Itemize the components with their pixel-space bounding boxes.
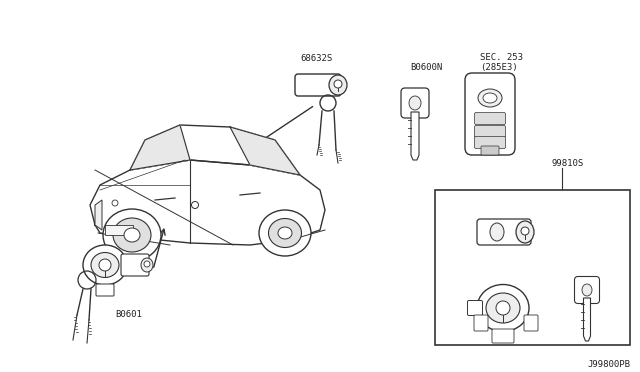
Text: 68632S: 68632S [300,54,332,63]
Text: 99810S: 99810S [552,159,584,168]
Ellipse shape [269,218,301,247]
Ellipse shape [582,284,592,296]
Text: B0600N: B0600N [410,63,442,72]
FancyBboxPatch shape [474,315,488,331]
Circle shape [521,227,529,235]
FancyBboxPatch shape [96,284,114,296]
Ellipse shape [91,253,119,278]
Ellipse shape [259,210,311,256]
Circle shape [334,80,342,88]
Bar [435,190,630,345]
Polygon shape [90,160,325,245]
Ellipse shape [113,218,151,252]
Polygon shape [411,112,419,160]
Text: J99800PB: J99800PB [587,360,630,369]
Circle shape [191,202,198,208]
Ellipse shape [124,228,140,242]
FancyBboxPatch shape [492,329,514,343]
Ellipse shape [103,209,161,261]
Ellipse shape [141,258,153,272]
FancyBboxPatch shape [474,137,506,148]
FancyBboxPatch shape [295,74,341,96]
Text: B0601: B0601 [115,310,142,319]
Ellipse shape [409,96,421,110]
FancyBboxPatch shape [474,112,506,125]
FancyBboxPatch shape [575,276,600,304]
FancyBboxPatch shape [477,219,531,245]
Polygon shape [95,200,102,230]
Polygon shape [584,298,591,341]
Ellipse shape [486,293,520,323]
Text: SEC. 253
(285E3): SEC. 253 (285E3) [480,52,523,72]
Polygon shape [230,127,300,175]
Ellipse shape [329,75,347,95]
Ellipse shape [490,223,504,241]
Circle shape [112,200,118,206]
Circle shape [144,261,150,267]
Ellipse shape [83,245,127,285]
Ellipse shape [483,93,497,103]
Ellipse shape [478,89,502,107]
Ellipse shape [477,285,529,331]
FancyBboxPatch shape [105,225,133,235]
Polygon shape [130,125,300,175]
Ellipse shape [516,221,534,243]
FancyBboxPatch shape [481,146,499,155]
FancyBboxPatch shape [467,301,483,315]
FancyBboxPatch shape [474,125,506,138]
Polygon shape [130,125,190,170]
Ellipse shape [278,227,292,239]
Circle shape [496,301,510,315]
FancyBboxPatch shape [121,254,149,276]
FancyBboxPatch shape [524,315,538,331]
Circle shape [99,259,111,271]
FancyBboxPatch shape [401,88,429,118]
FancyBboxPatch shape [465,73,515,155]
